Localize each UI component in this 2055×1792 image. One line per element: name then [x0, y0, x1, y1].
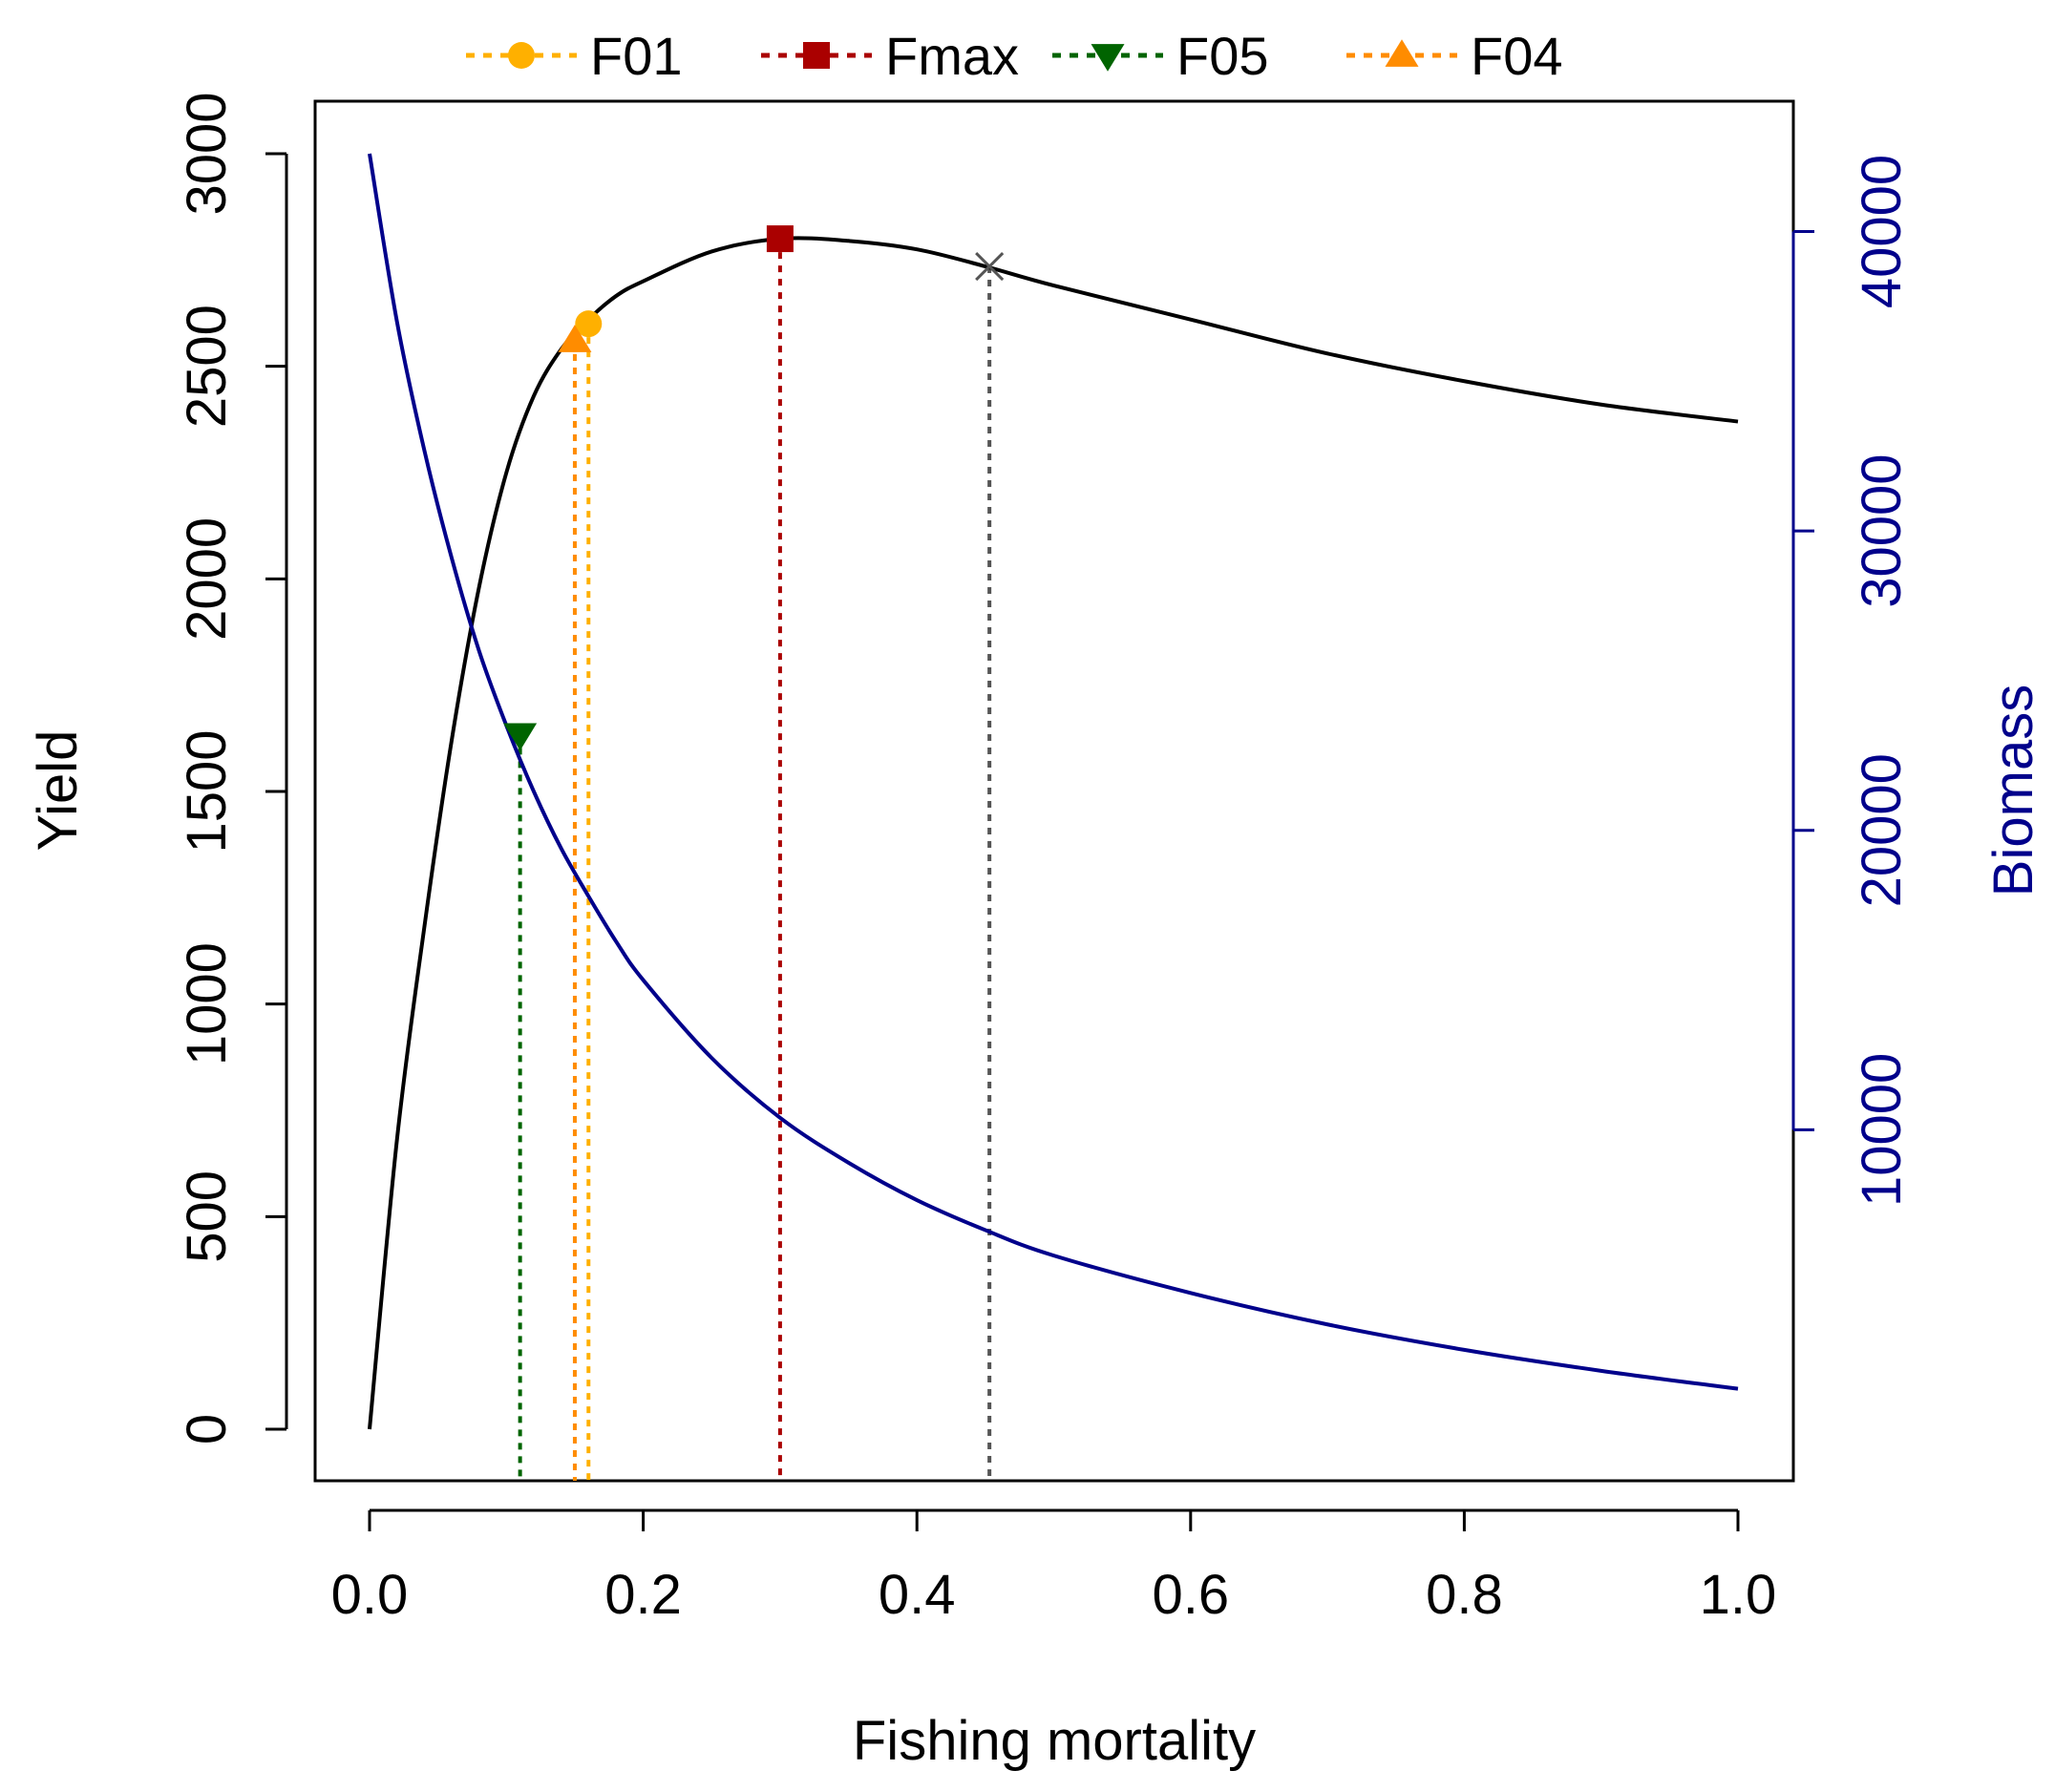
x-axis-label: Fishing mortality [853, 1710, 1256, 1772]
y-axis-label: Yield [27, 730, 89, 852]
ref-marker-ref-stroke-b [975, 251, 1005, 282]
y-tick-label: 0 [176, 1414, 238, 1444]
legend-label-f01: F01 [590, 26, 683, 86]
x-axis: 0.0 0.2 0.4 0.6 0.8 1.0 [331, 1508, 1777, 1626]
legend-label-fmax: Fmax [885, 26, 1019, 86]
series-line-biomass [368, 153, 1739, 1391]
ref-marker-f05 [503, 723, 538, 751]
series-line-yield [368, 236, 1739, 1430]
y2-axis-label: Biomass [1982, 685, 2044, 896]
x-tick-label: 0.6 [1152, 1564, 1229, 1626]
y-axis-left: 0 500 1000 1500 2000 2500 3000 [176, 92, 288, 1444]
x-tick-label: 0.2 [604, 1564, 682, 1626]
y-tick-label: 3000 [176, 92, 238, 215]
legend-marker-fmax [803, 42, 830, 69]
y-tick-label: 1000 [176, 942, 238, 1065]
plot-frame [313, 99, 1795, 1483]
reference-markers [503, 225, 1005, 751]
legend-marker-f05 [1091, 44, 1125, 72]
y-axis-right: 10000 20000 30000 40000 [1791, 155, 1913, 1207]
legend-marker-f04 [1385, 39, 1419, 67]
ref-marker-ref [975, 251, 1005, 282]
y-tick-label: 500 [176, 1170, 238, 1263]
ref-marker-f01 [575, 310, 603, 338]
legend-label-f04: F04 [1471, 26, 1563, 86]
y-tick-label: 2000 [176, 517, 238, 641]
ref-marker-fmax [766, 225, 794, 253]
ref-marker-f04 [558, 325, 592, 352]
legend-label-f05: F05 [1176, 26, 1269, 86]
y-tick-label: 1500 [176, 729, 238, 853]
y2-tick-label: 20000 [1851, 753, 1913, 907]
x-tick-label: 1.0 [1700, 1564, 1777, 1626]
series-layer [368, 153, 1739, 1430]
legend-marker-f01 [508, 42, 535, 69]
y-tick-label: 2500 [176, 305, 238, 428]
reference-lines [518, 239, 992, 1481]
y2-tick-label: 40000 [1851, 155, 1913, 308]
x-tick-label: 0.8 [1426, 1564, 1503, 1626]
y2-tick-label: 30000 [1851, 454, 1913, 608]
y2-tick-label: 10000 [1851, 1053, 1913, 1207]
x-tick-label: 0.4 [879, 1564, 956, 1626]
x-tick-label: 0.0 [331, 1564, 409, 1626]
legend: F01 Fmax F05 F04 [466, 26, 1563, 86]
